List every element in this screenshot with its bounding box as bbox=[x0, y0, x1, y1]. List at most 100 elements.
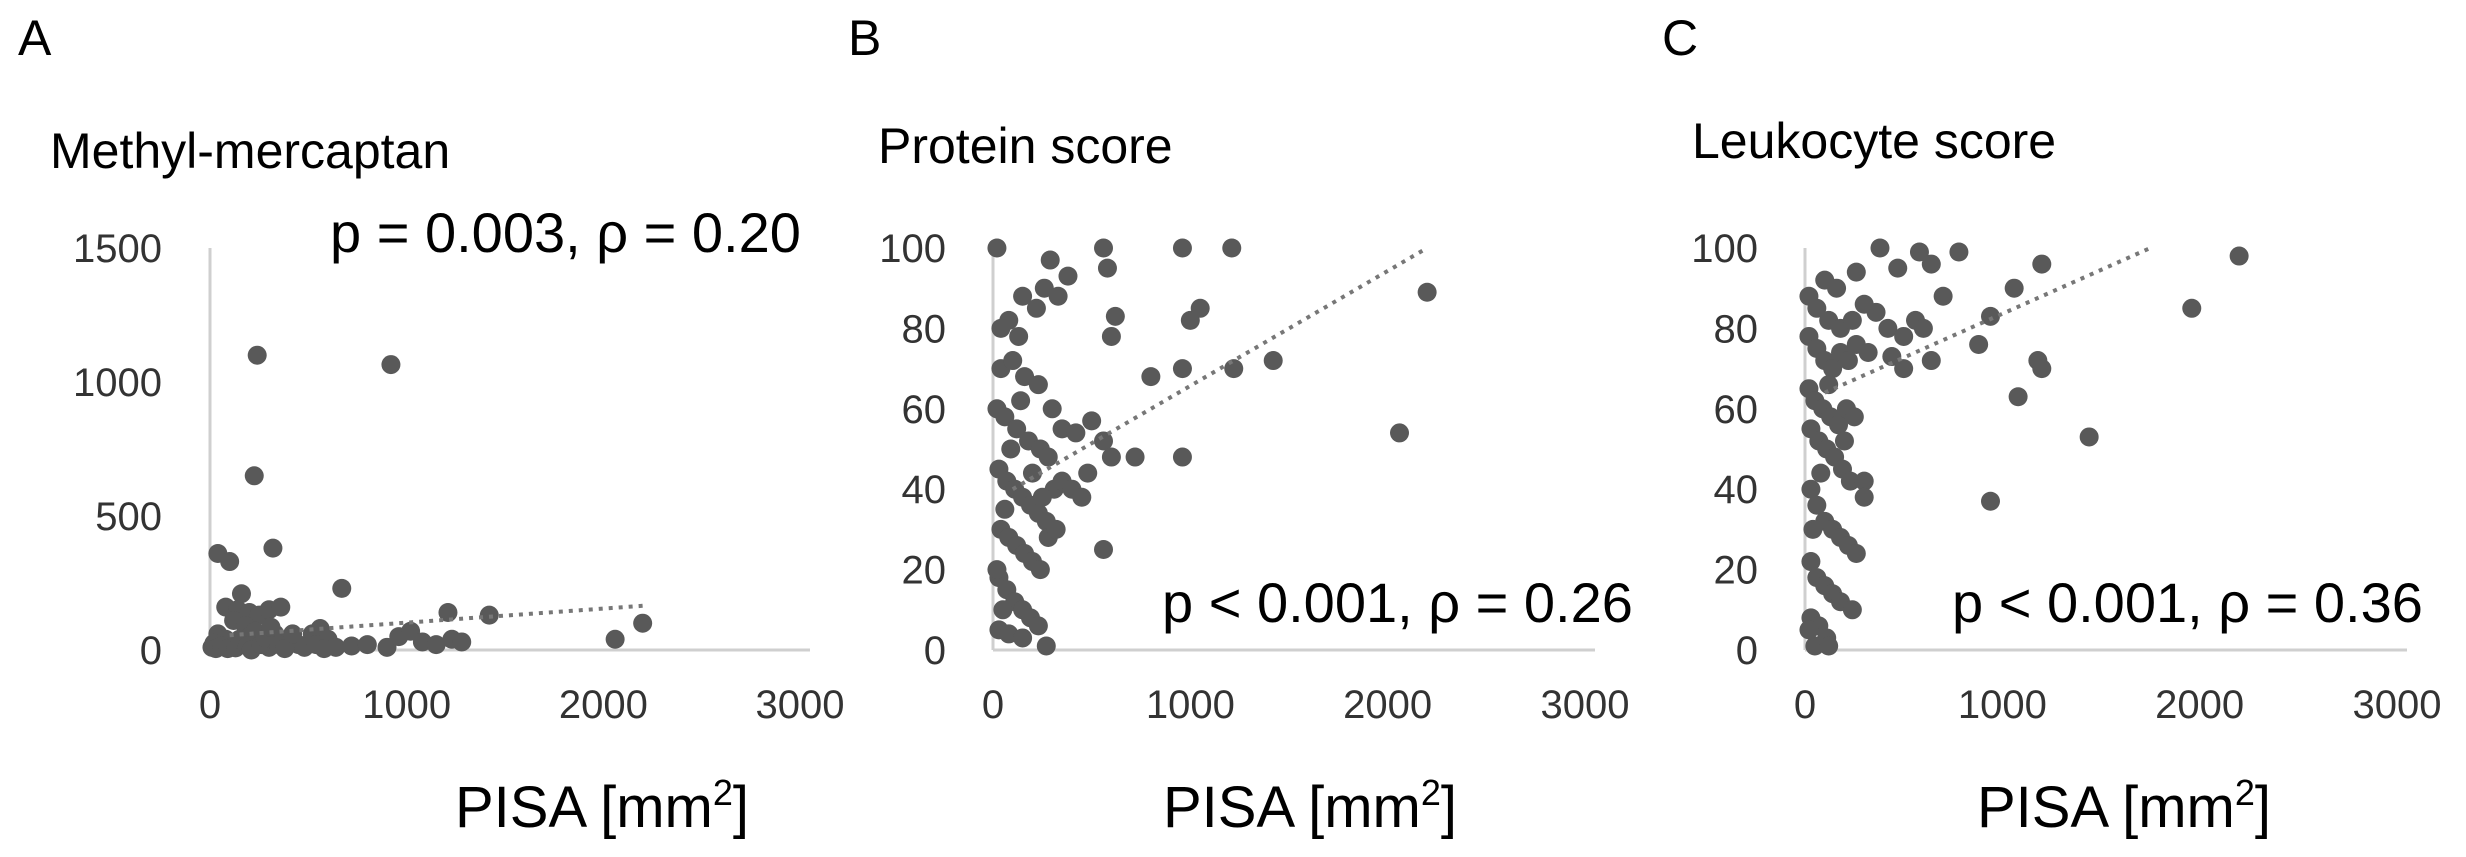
scatter-point bbox=[1072, 487, 1092, 507]
scatter-point bbox=[1949, 242, 1969, 262]
scatter-point bbox=[1078, 463, 1098, 483]
scatter-point bbox=[1801, 552, 1821, 572]
x-tick-label: 1000 bbox=[362, 683, 451, 727]
y-tick-label: 80 bbox=[902, 307, 947, 351]
scatter-point bbox=[1807, 298, 1827, 318]
scatter-point bbox=[1105, 306, 1125, 326]
scatter-point bbox=[2032, 359, 2052, 379]
scatter-point bbox=[1803, 519, 1823, 539]
scatter-point bbox=[1854, 487, 1874, 507]
panel-letter: B bbox=[848, 10, 881, 66]
scatter-point bbox=[2008, 387, 2028, 407]
scatter-point bbox=[2182, 298, 2202, 318]
scatter-point bbox=[1036, 636, 1056, 656]
scatter-point bbox=[1842, 600, 1862, 620]
scatter-point bbox=[1263, 351, 1283, 371]
scatter-point bbox=[633, 613, 653, 633]
y-tick-label: 0 bbox=[1736, 629, 1758, 673]
x-tick-label: 2000 bbox=[1343, 683, 1432, 727]
scatter-point bbox=[1028, 616, 1048, 636]
scatter-point bbox=[1858, 343, 1878, 363]
scatter-point bbox=[1224, 359, 1244, 379]
y-tick-label: 20 bbox=[1714, 549, 1759, 593]
scatter-point bbox=[426, 635, 446, 655]
scatter-point bbox=[991, 318, 1011, 338]
scatter-point bbox=[342, 636, 362, 656]
scatter-point bbox=[1172, 447, 1192, 467]
panel-letter: A bbox=[18, 10, 52, 66]
y-tick-label: 1000 bbox=[73, 361, 162, 405]
scatter-point bbox=[1854, 471, 1874, 491]
scatter-point bbox=[1101, 326, 1121, 346]
scatter-point bbox=[1172, 238, 1192, 258]
y-tick-label: 500 bbox=[95, 495, 162, 539]
scatter-point bbox=[1007, 419, 1027, 439]
scatter-point bbox=[332, 578, 352, 598]
scatter-point bbox=[1913, 318, 1933, 338]
scatter-point bbox=[1894, 326, 1914, 346]
x-tick-label: 2000 bbox=[559, 683, 648, 727]
scatter-point bbox=[283, 624, 303, 644]
scatter-point bbox=[1082, 411, 1102, 431]
scatter-point bbox=[1009, 326, 1029, 346]
scatter-point bbox=[1827, 278, 1847, 298]
scatter-point bbox=[1222, 238, 1242, 258]
x-axis-label: PISA [mm2] bbox=[455, 772, 749, 840]
scatter-point bbox=[1807, 495, 1827, 515]
x-tick-label: 3000 bbox=[1541, 683, 1630, 727]
scatter-point bbox=[271, 597, 291, 617]
y-tick-label: 100 bbox=[1691, 227, 1758, 271]
scatter-point bbox=[1980, 306, 2000, 326]
chart-title: Leukocyte score bbox=[1692, 113, 2056, 169]
scatter-point bbox=[1921, 254, 1941, 274]
scatter-point bbox=[1101, 447, 1121, 467]
scatter-point bbox=[1048, 286, 1068, 306]
x-tick-label: 3000 bbox=[2353, 683, 2442, 727]
scatter-point bbox=[1417, 282, 1437, 302]
x-tick-label: 3000 bbox=[756, 683, 845, 727]
scatter-points bbox=[1799, 238, 2249, 656]
scatter-point bbox=[993, 600, 1013, 620]
scatter-point bbox=[987, 560, 1007, 580]
scatter-point bbox=[357, 635, 377, 655]
scatter-point bbox=[1094, 238, 1114, 258]
scatter-point bbox=[1094, 540, 1114, 559]
scatter-point bbox=[1909, 242, 1929, 262]
scatter-point bbox=[231, 584, 251, 604]
scatter-point bbox=[1866, 302, 1886, 322]
scatter-point bbox=[1038, 447, 1058, 467]
stat-annotation: p < 0.001, ρ = 0.26 bbox=[1162, 571, 1633, 634]
x-tick-label: 0 bbox=[982, 683, 1004, 727]
chart-title: Methyl-mercaptan bbox=[50, 123, 450, 179]
scatter-point bbox=[1011, 391, 1031, 411]
scatter-point bbox=[2004, 278, 2024, 298]
scatter-point bbox=[1032, 487, 1052, 507]
y-tick-label: 20 bbox=[902, 549, 947, 593]
chart-title: Protein score bbox=[878, 118, 1173, 174]
scatter-point bbox=[1172, 359, 1192, 379]
scatter-point bbox=[1141, 367, 1161, 387]
y-tick-label: 100 bbox=[879, 227, 946, 271]
scatter-point bbox=[1003, 351, 1023, 371]
x-axis-label-superscript: 2 bbox=[1421, 772, 1441, 813]
scatter-point bbox=[1066, 423, 1086, 443]
scatter-point bbox=[1819, 375, 1839, 395]
x-axis-label: PISA [mm2] bbox=[1977, 772, 2271, 840]
scatter-point bbox=[1844, 407, 1864, 427]
stat-annotation: p = 0.003, ρ = 0.20 bbox=[330, 201, 801, 264]
y-tick-label: 40 bbox=[902, 468, 947, 512]
scatter-point bbox=[1819, 636, 1839, 656]
scatter-point bbox=[1805, 636, 1825, 656]
x-tick-label: 2000 bbox=[2155, 683, 2244, 727]
scatter-points bbox=[987, 238, 1437, 656]
x-tick-label: 1000 bbox=[1146, 683, 1235, 727]
scatter-point bbox=[220, 552, 240, 572]
y-tick-label: 40 bbox=[1714, 468, 1759, 512]
panel-a: A Methyl-mercaptan 0 500 1000 1500 0 1000 2000 30… bbox=[18, 10, 844, 840]
y-tick-label: 1500 bbox=[73, 227, 162, 271]
scatter-point bbox=[244, 466, 264, 486]
scatter-point bbox=[1823, 359, 1843, 379]
panel-letter: C bbox=[1662, 10, 1698, 66]
